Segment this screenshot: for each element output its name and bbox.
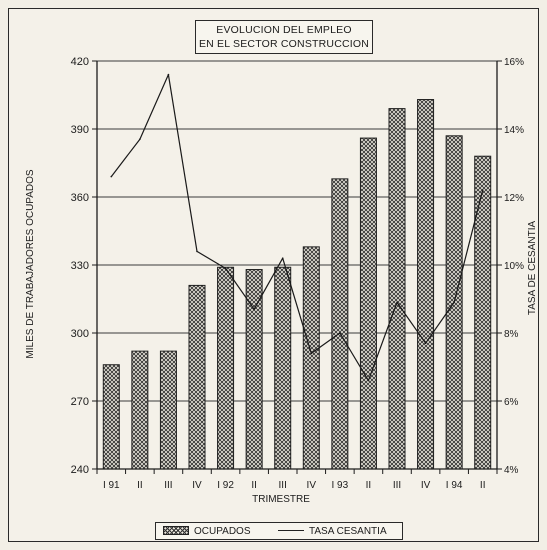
y-tick-label-5: 390 <box>71 124 89 136</box>
x-tick-label-6: III <box>279 480 287 491</box>
chart-title-box: EVOLUCION DEL EMPLEO EN EL SECTOR CONSTR… <box>195 20 373 54</box>
x-tick-label-3: IV <box>192 480 202 491</box>
tasa-point-9 <box>367 379 370 382</box>
x-tick-label-8: I 93 <box>332 480 349 491</box>
x-axis-title: TRIMESTRE <box>252 494 310 505</box>
legend-item-ocupados: OCUPADOS <box>163 526 251 537</box>
bar-10 <box>388 108 406 470</box>
bar-series <box>102 99 492 470</box>
axis-labels: TRIMESTRE MILES DE TRABAJADORES OCUPADOS… <box>25 56 538 505</box>
chart-title-line-2: EN EL SECTOR CONSTRUCCION <box>198 38 370 50</box>
y2-tick-label-2: 8% <box>504 329 519 340</box>
tasa-point-0 <box>110 175 113 178</box>
y-tick-label-0: 240 <box>71 464 89 476</box>
bar-2 <box>159 350 177 470</box>
legend: OCUPADOS TASA CESANTIA <box>155 522 403 540</box>
tasa-point-12 <box>453 301 455 304</box>
tasa-point-3 <box>196 250 198 253</box>
x-tick-label-10: III <box>393 480 401 491</box>
x-tick-label-5: II <box>251 480 257 491</box>
y2-tick-label-6: 16% <box>504 57 524 68</box>
x-tick-label-0: I 91 <box>103 480 120 491</box>
y2-tick-label-5: 14% <box>504 125 524 136</box>
bar-9 <box>359 137 377 470</box>
grid-lines <box>97 60 497 402</box>
bar-11 <box>417 99 435 470</box>
tasa-point-11 <box>424 342 427 345</box>
bar-7 <box>302 246 320 470</box>
x-tick-label-1: II <box>137 480 143 491</box>
tasa-point-2 <box>167 73 170 76</box>
legend-swatch-bars <box>163 526 189 535</box>
x-tick-label-9: II <box>366 480 372 491</box>
axes <box>92 60 502 474</box>
tasa-point-10 <box>396 301 398 304</box>
tasa-cesantia-line <box>110 73 484 382</box>
tasa-point-8 <box>339 332 341 334</box>
tasa-point-4 <box>224 267 227 270</box>
bar-8 <box>331 178 349 470</box>
legend-label-ocupados: OCUPADOS <box>194 526 251 537</box>
tasa-point-13 <box>481 189 484 191</box>
x-tick-label-2: III <box>164 480 172 491</box>
x-tick-label-13: II <box>480 480 486 491</box>
chart-title-line-1: EVOLUCION DEL EMPLEO <box>216 24 352 36</box>
y-tick-label-6: 420 <box>71 56 89 68</box>
bar-3 <box>188 284 206 470</box>
y-tick-label-4: 360 <box>71 192 89 204</box>
x-tick-label-4: I 92 <box>217 480 234 491</box>
bar-4 <box>217 266 235 470</box>
tasa-point-7 <box>310 352 313 355</box>
legend-item-tasa-cesantia: TASA CESANTIA <box>278 526 387 537</box>
legend-swatch-line <box>278 530 304 531</box>
y-tick-label-2: 300 <box>71 328 89 340</box>
y-tick-label-1: 270 <box>71 396 89 408</box>
y-axis-title: MILES DE TRABAJADORES OCUPADOS <box>25 169 36 358</box>
bar-13 <box>474 155 492 470</box>
legend-label-tasa-cesantia: TASA CESANTIA <box>309 526 387 537</box>
bar-0 <box>102 364 120 470</box>
y-tick-label-3: 330 <box>71 260 89 272</box>
line-series <box>110 73 484 382</box>
tasa-point-1 <box>139 138 141 140</box>
x-tick-label-12: I 94 <box>446 480 463 491</box>
tasa-point-6 <box>281 257 284 260</box>
y2-tick-label-0: 4% <box>504 465 519 476</box>
y2-axis-title: TASA DE CESANTIA <box>527 221 538 316</box>
bar-6 <box>274 266 292 470</box>
bar-1 <box>131 350 149 470</box>
y2-tick-label-1: 6% <box>504 397 519 408</box>
x-tick-label-11: IV <box>421 480 431 491</box>
x-tick-label-7: IV <box>307 480 317 491</box>
y2-tick-label-4: 12% <box>504 193 524 204</box>
y2-tick-label-3: 10% <box>504 261 524 272</box>
tasa-point-5 <box>253 308 255 311</box>
